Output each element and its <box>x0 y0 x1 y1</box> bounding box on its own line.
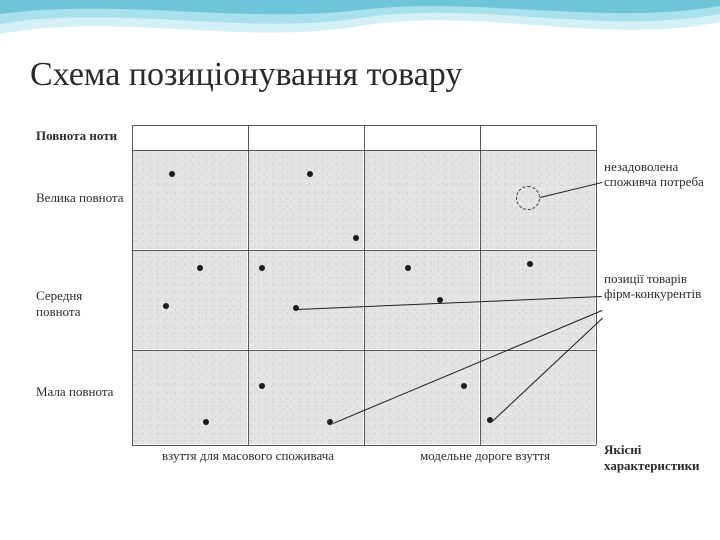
grid-cell <box>481 351 595 444</box>
data-point <box>259 383 265 389</box>
grid-cell <box>249 251 363 349</box>
grid-line-h <box>132 445 596 446</box>
col-label: взуття для масового споживача <box>148 448 348 464</box>
grid-line-v <box>248 125 249 445</box>
grid-cell <box>365 251 479 349</box>
unmet-need-marker <box>516 186 540 210</box>
col-label: модельне дороге взуття <box>400 448 570 464</box>
data-point <box>169 171 175 177</box>
row-label: Повнота ноти <box>36 128 126 144</box>
grid-cell <box>249 351 363 444</box>
grid-cell <box>365 151 479 249</box>
data-point <box>197 265 203 271</box>
data-point <box>405 265 411 271</box>
data-point <box>527 261 533 267</box>
data-point <box>203 419 209 425</box>
grid-cell <box>365 351 479 444</box>
data-point <box>307 171 313 177</box>
row-label: Велика повнота <box>36 190 126 206</box>
data-point <box>353 235 359 241</box>
axis-title-right: Якісні характеристики <box>604 442 714 474</box>
grid-cell <box>133 151 247 249</box>
annotation-competitors: позиції товарів фірм-конкурентів <box>604 272 716 302</box>
grid-cell <box>133 351 247 444</box>
data-point <box>163 303 169 309</box>
row-label: Мала повнота <box>36 384 126 400</box>
grid-cell <box>249 151 363 249</box>
annotation-unmet: незадоволена споживча потреба <box>604 160 716 190</box>
grid-line-v <box>364 125 365 445</box>
grid-line-v <box>480 125 481 445</box>
slide: Схема позиціонування товару Повнота ноти… <box>0 0 720 540</box>
data-point <box>259 265 265 271</box>
data-point <box>461 383 467 389</box>
row-label: Середня повнота <box>36 288 126 320</box>
positioning-chart: Повнота ноти Велика повнота Середня повнот… <box>0 0 720 540</box>
grid-cell <box>133 251 247 349</box>
grid-line-v <box>132 125 133 445</box>
grid-line-v <box>596 125 597 445</box>
